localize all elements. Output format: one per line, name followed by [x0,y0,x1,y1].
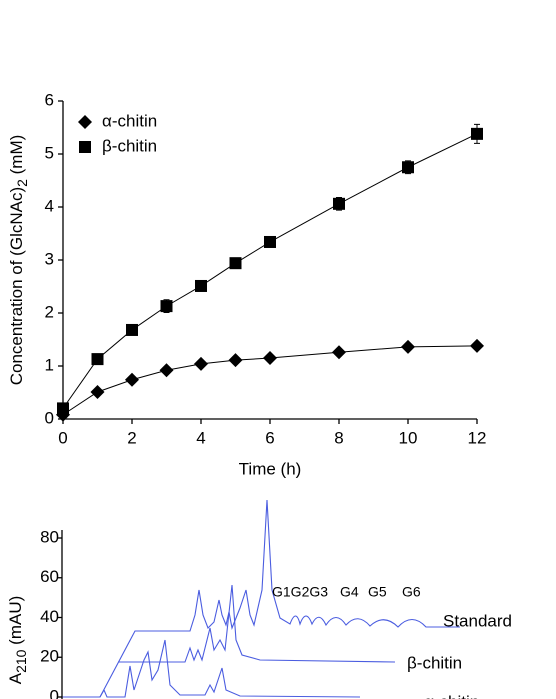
y-tick-label: 60 [40,567,59,586]
x-tick-label: 6 [265,428,274,447]
y-tick-label: 80 [40,527,59,546]
x-tick-label: 0 [58,428,67,447]
peak-label: G5 [368,584,387,600]
marker [126,323,138,336]
marker [471,127,483,140]
y-tick-label: 40 [40,607,59,626]
legend-marker [79,141,91,153]
peak-label: G1G2G3 [272,584,328,600]
trace-label: β-chitin [407,653,462,672]
y-tick-label: 2 [45,302,54,321]
marker [332,345,346,360]
marker [229,257,242,270]
marker [401,339,415,354]
marker [125,372,139,387]
y-tick-label: 20 [40,647,59,666]
marker [264,235,276,248]
x-tick-label: 12 [468,428,487,447]
y-tick-label: 5 [45,143,54,162]
trace-standard [99,499,460,698]
marker [90,384,105,399]
y-tick-label: 3 [45,249,54,268]
y-axis-label-2: A210 (mAU) [6,596,28,685]
series-line [62,133,478,409]
legend-label: α-chitin [102,111,157,130]
x-tick-label: 10 [399,428,418,447]
marker [91,353,104,366]
marker [194,356,208,371]
marker [57,402,69,415]
marker [160,300,173,313]
trace-label: α-chitin [424,692,479,699]
series-line [62,345,478,416]
y-tick-label: 1 [45,355,54,374]
x-tick-label: 4 [196,428,205,447]
y-tick-label: 6 [45,90,54,109]
x-tick-label: 2 [127,428,136,447]
marker [333,197,345,210]
trace-label: Standard [443,611,512,630]
y-tick-label: 0 [50,686,59,699]
y-axis-label: Concentration of (GlcNAc)2 (mM) [7,135,29,386]
peak-label: G6 [402,584,421,600]
chromatogram-traces [62,499,460,698]
marker [159,363,174,378]
peak-label: G4 [340,584,359,600]
y-tick-label: 0 [45,408,54,427]
marker [402,161,414,174]
marker [470,338,484,353]
marker [263,351,277,366]
trace-beta [118,584,396,663]
trace-alpha [62,639,361,698]
legend-label: β-chitin [102,136,157,155]
legend-marker [78,115,92,129]
y-tick-label: 4 [45,196,54,215]
marker [228,353,243,368]
marker [195,279,207,292]
x-axis-label: Time (h) [239,459,302,478]
x-tick-label: 8 [334,428,343,447]
